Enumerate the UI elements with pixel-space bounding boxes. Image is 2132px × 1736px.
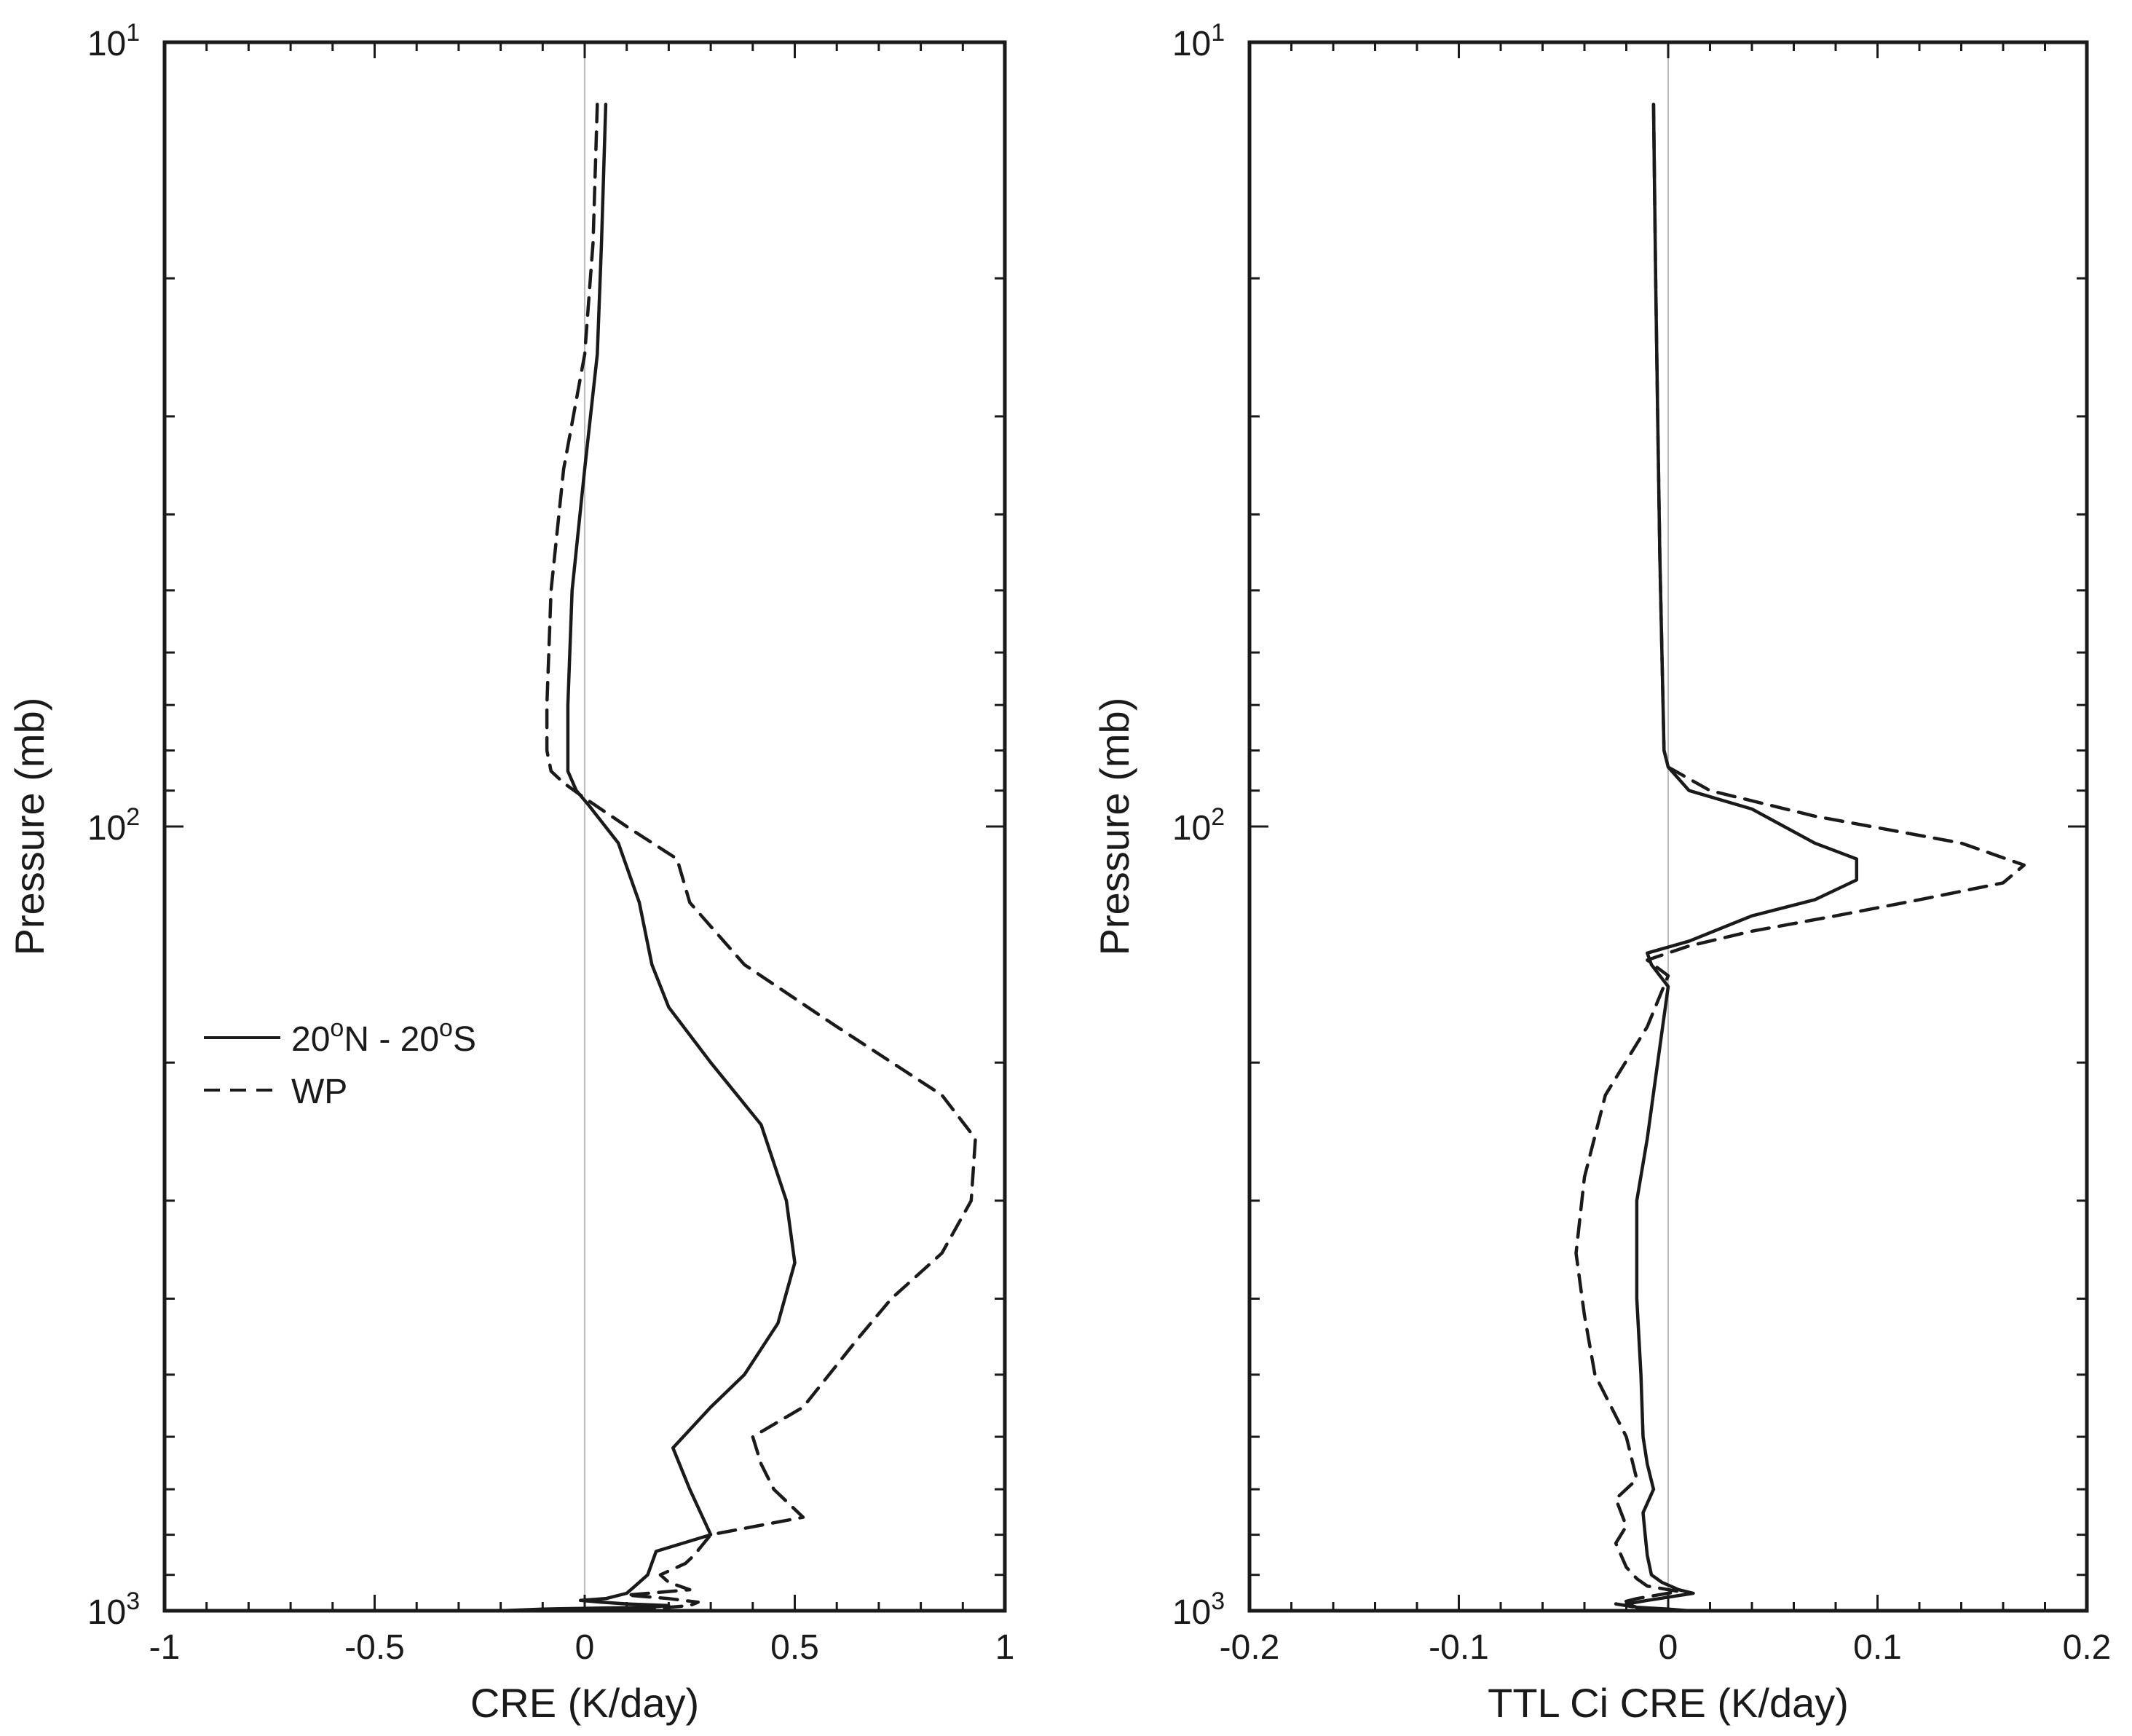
y-axis-label: Pressure (mb)	[1091, 698, 1137, 956]
y-tick-label: 101	[87, 19, 140, 63]
x-tick-label: 0.5	[770, 1628, 819, 1667]
series-line-20n-20s	[499, 103, 797, 1613]
plot-frame	[162, 40, 1007, 1613]
x-tick-label: -0.5	[344, 1628, 405, 1667]
x-tick-label: 0.2	[2063, 1628, 2112, 1667]
y-tick-label: 103	[1172, 1587, 1225, 1632]
series-line-20n-20s	[1624, 103, 1859, 1613]
y-axis-label: Pressure (mb)	[7, 698, 52, 956]
x-tick-label: 0	[575, 1628, 595, 1667]
series-layer	[499, 103, 977, 1613]
legend-label-20n-20s: 20oN - 20oS	[291, 1014, 476, 1059]
series-line-wp	[1574, 103, 2026, 1613]
y-tick-label: 102	[1172, 803, 1225, 848]
series-layer	[1574, 103, 2026, 1613]
y-tick-label: 101	[1172, 19, 1225, 63]
left-panel: -1 -0.5 0 0.5 1 101 102 103 CRE (K/day) Pressu…	[7, 19, 1014, 1726]
x-tick-label: -0.2	[1220, 1628, 1280, 1667]
x-tick-label: 0	[1659, 1628, 1678, 1667]
x-tick-label: -0.1	[1429, 1628, 1489, 1667]
x-tick-labels: -0.2 -0.1 0 0.1 0.2	[1220, 1628, 2112, 1667]
y-tick-label: 102	[87, 803, 140, 848]
plot-frame	[1247, 40, 2089, 1613]
x-axis-label: CRE (K/day)	[470, 1680, 699, 1726]
legend: 20oN - 20oS WP	[204, 1014, 476, 1111]
x-axis-label: TTL Ci CRE (K/day)	[1488, 1680, 1849, 1726]
x-tick-label: 0.1	[1853, 1628, 1902, 1667]
x-tick-label: 1	[995, 1628, 1015, 1667]
y-tick-labels: 101 102 103	[1172, 19, 1225, 1632]
series-line-wp	[545, 103, 977, 1613]
right-panel: -0.2 -0.1 0 0.1 0.2 101 102 103 TTL Ci CRE (K/…	[1091, 19, 2111, 1726]
x-tick-labels: -1 -0.5 0 0.5 1	[149, 1628, 1015, 1667]
legend-label-wp: WP	[291, 1073, 347, 1111]
x-tick-label: -1	[149, 1628, 181, 1667]
y-tick-label: 103	[87, 1587, 140, 1632]
y-tick-labels: 101 102 103	[87, 19, 140, 1632]
